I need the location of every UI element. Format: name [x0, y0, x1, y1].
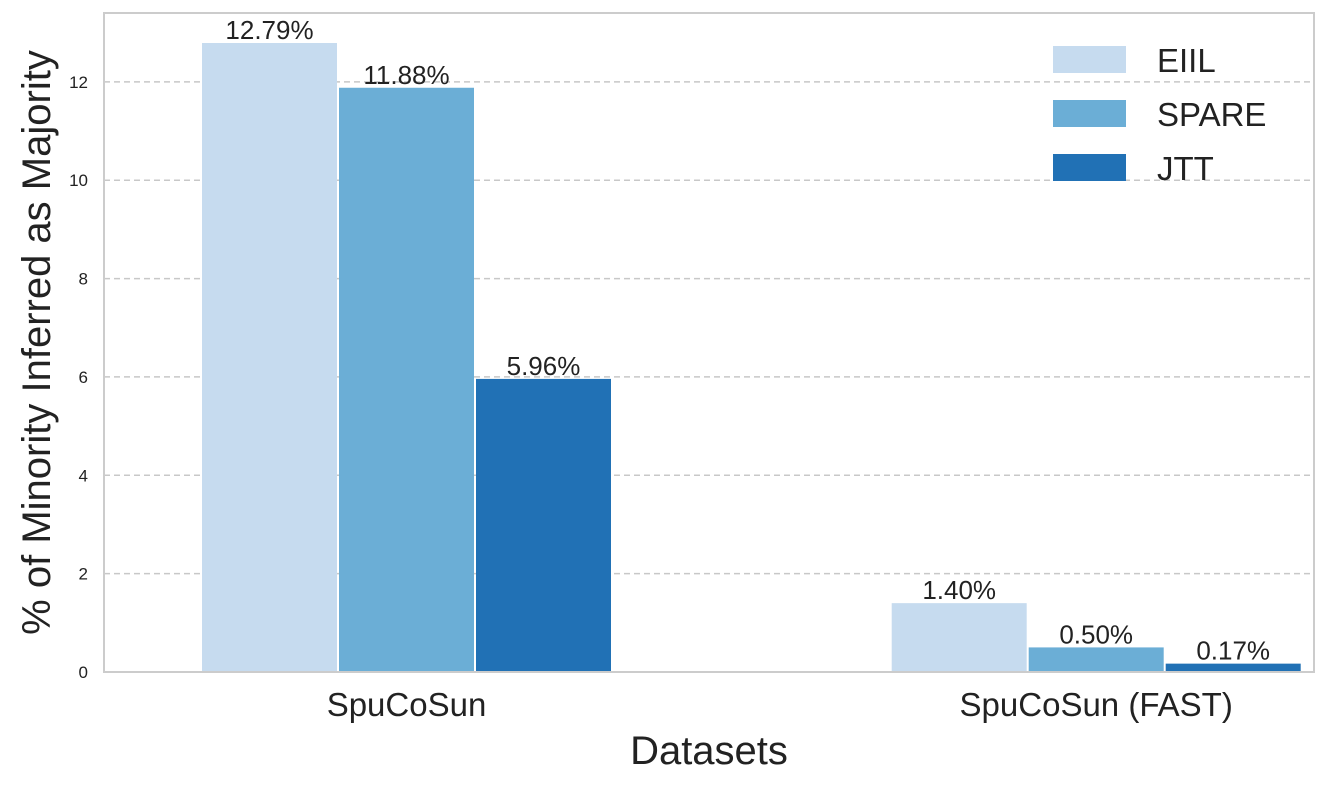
data-label: 0.50% — [1059, 619, 1133, 649]
y-tick-label: 4 — [79, 466, 88, 485]
y-tick-label: 8 — [79, 270, 88, 289]
legend-swatch-spare — [1053, 100, 1126, 127]
legend-swatch-eiil — [1053, 46, 1126, 73]
y-tick-label: 12 — [69, 73, 88, 92]
y-axis-label: % of Minority Inferred as Majority — [15, 50, 59, 635]
plot-frame — [103, 12, 1315, 673]
data-label: 11.88% — [363, 60, 449, 90]
x-ticks: SpuCoSun SpuCoSun (FAST) — [327, 686, 1233, 723]
data-label: 12.79% — [225, 15, 313, 45]
bar-jtt-0 — [476, 378, 611, 672]
legend-swatch-jtt — [1053, 154, 1126, 181]
y-tick-label: 10 — [69, 171, 88, 190]
bar-labels: 12.79% 11.88% 5.96% 1.40% 0.50% 0.17% — [225, 15, 1270, 666]
legend-label-jtt: JTT — [1157, 150, 1214, 187]
bars — [202, 42, 1301, 672]
bar-eiil-1 — [891, 603, 1027, 672]
legend-label-eiil: EIIL — [1157, 42, 1216, 79]
x-tick-label: SpuCoSun (FAST) — [960, 686, 1233, 723]
bar-spare-1 — [1028, 647, 1164, 672]
bar-jtt-1 — [1165, 663, 1301, 672]
x-tick-label: SpuCoSun — [327, 686, 487, 723]
y-tick-label: 2 — [79, 565, 88, 584]
legend-label-spare: SPARE — [1157, 96, 1266, 133]
data-label: 0.17% — [1196, 636, 1270, 666]
data-label: 5.96% — [507, 351, 581, 381]
legend: EIIL SPARE JTT — [1053, 42, 1266, 187]
y-tick-label: 6 — [79, 368, 88, 387]
bar-spare-0 — [339, 87, 474, 672]
bar-eiil-0 — [202, 42, 337, 672]
y-ticks: 0 2 4 6 8 10 12 — [69, 73, 88, 682]
y-tick-label: 0 — [79, 663, 88, 682]
data-label: 1.40% — [922, 575, 996, 605]
x-axis-label: Datasets — [630, 729, 788, 773]
